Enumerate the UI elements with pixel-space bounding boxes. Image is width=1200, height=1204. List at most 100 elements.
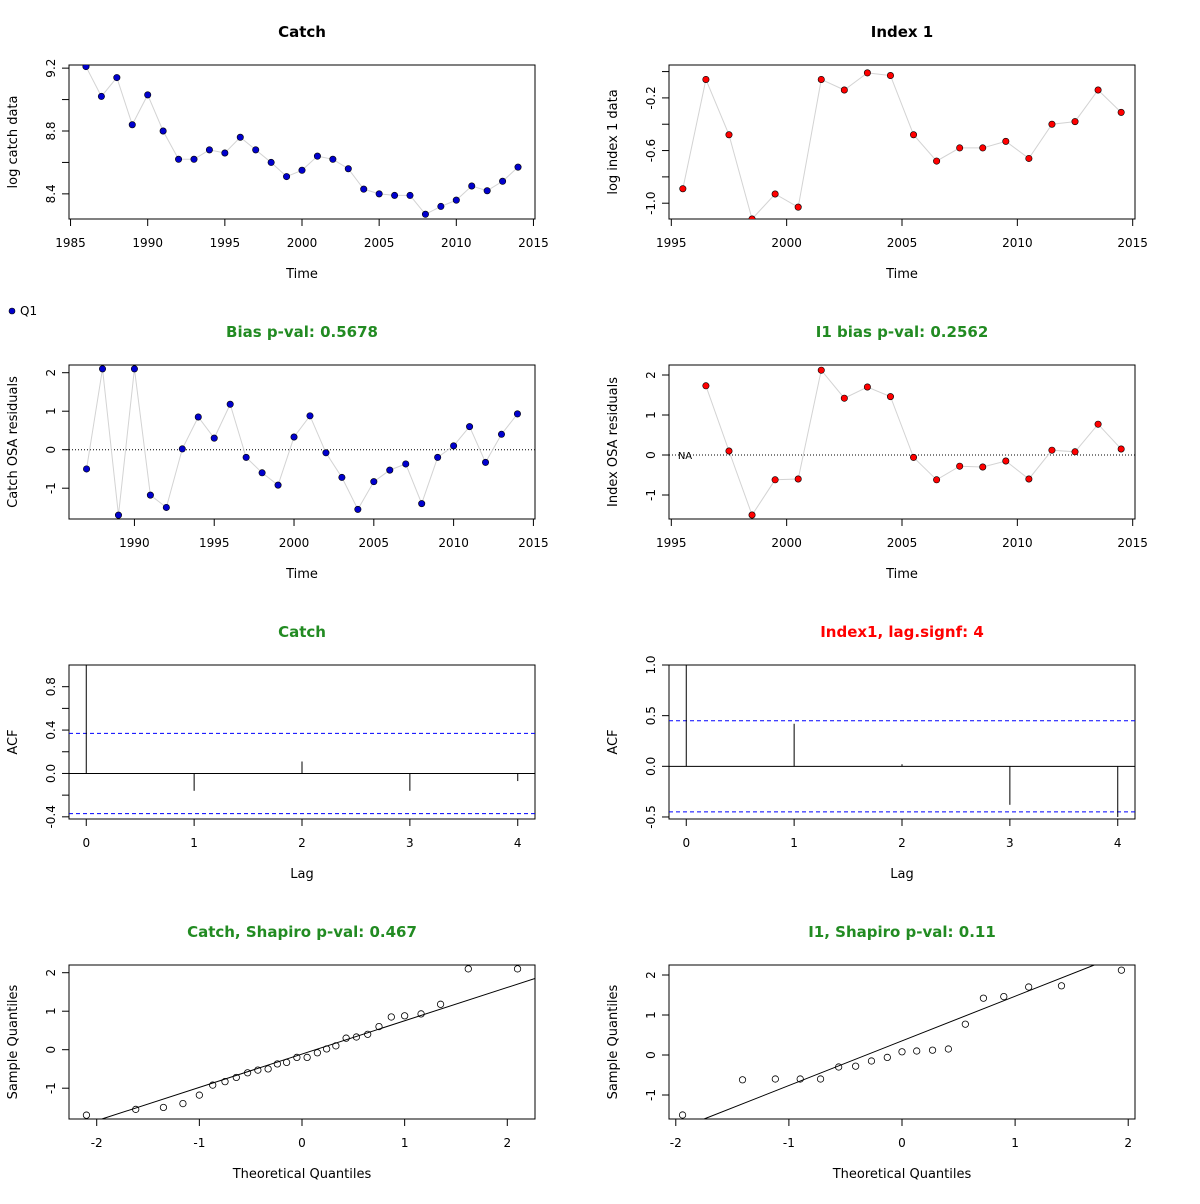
catch-resid-title: Bias p-val: 0.5678 — [226, 323, 378, 341]
catch-series-panel: Catch 1985 1990 1995 2000 2005 2010 2015 8.4 8.8 9… — [6, 23, 549, 282]
index-series-point — [748, 215, 756, 219]
catch-series-xtick-label: 1995 — [210, 236, 241, 250]
catch-qq-xtick-label: -1 — [193, 1136, 205, 1150]
catch-resid-point — [402, 460, 410, 468]
catch-acf-xtick-label: 2 — [298, 836, 306, 850]
index-series-plot-box — [668, 64, 1136, 220]
catch-resid-ytick-label: 2 — [44, 369, 58, 377]
catch-qq-xtick-label: 1 — [401, 1136, 409, 1150]
index-qq-ytick-label: 1 — [644, 1011, 658, 1019]
catch-acf-panel: Catch 0 1 2 3 4 -0.4 0.0 0.4 0.8 Lag ACF — [6, 623, 536, 882]
catch-series-xtick-label: 2000 — [287, 236, 318, 250]
catch-series-xtick-label: 1985 — [55, 236, 86, 250]
index-series-point — [771, 190, 779, 198]
catch-qq-point — [209, 1081, 217, 1089]
catch-qq-panel: Catch, Shapiro p-val: 0.467 -2 -1 0 1 2 -1 0 1 2 T… — [6, 923, 536, 1182]
catch-qq-point — [401, 1012, 409, 1020]
catch-series-point — [113, 74, 121, 82]
index-qq-point — [913, 1047, 921, 1055]
catch-qq-ytick-label: 0 — [44, 1046, 58, 1054]
catch-series-xtick-label: 2005 — [364, 236, 395, 250]
catch-qq-point — [342, 1034, 350, 1042]
catch-series-point — [283, 173, 291, 181]
catch-series-xtick-label: 1990 — [132, 236, 163, 250]
index-resid-plot-area — [669, 366, 1135, 519]
catch-qq-title: Catch, Shapiro p-val: 0.467 — [187, 923, 417, 941]
catch-series-point — [82, 65, 90, 71]
catch-resid-point — [434, 453, 442, 461]
catch-resid-point — [322, 449, 330, 457]
index-qq-xtick-label: -2 — [670, 1136, 682, 1150]
index-resid-point — [840, 394, 848, 402]
catch-series-title: Catch — [278, 23, 326, 41]
index-qq-panel: I1, Shapiro p-val: 0.11 -2 -1 0 1 2 -1 0 1 2 Theor… — [606, 923, 1136, 1182]
index-resid-point — [1048, 446, 1056, 454]
index-resid-point — [725, 447, 733, 455]
catch-series-point — [97, 92, 105, 100]
catch-resid-point — [258, 469, 266, 477]
index-acf-title: Index1, lag.signf: 4 — [820, 623, 984, 641]
catch-series-plot-area — [82, 65, 522, 218]
catch-resid-point — [146, 491, 154, 499]
catch-qq-xtick-label: 0 — [298, 1136, 306, 1150]
catch-resid-point — [162, 503, 170, 511]
index-series-point — [910, 131, 918, 139]
index-resid-point — [979, 463, 987, 471]
index-series-point — [1025, 154, 1033, 162]
catch-qq-point — [417, 1010, 425, 1018]
index-acf-xlabel: Lag — [890, 867, 913, 882]
index-resid-na-label: NA — [678, 451, 692, 462]
catch-qq-point — [303, 1053, 311, 1062]
index-qq-xtick-label: 1 — [1011, 1136, 1019, 1150]
index-series-panel: Index 1 1995 2000 2005 2010 2015 -1.0 -0.6 -0.2 T… — [606, 23, 1148, 282]
catch-qq-xlabel: Theoretical Quantiles — [232, 1167, 372, 1182]
index-series-point — [840, 86, 848, 94]
catch-qq-point — [352, 1033, 361, 1041]
catch-qq-point — [364, 1030, 372, 1038]
index-resid-ylabel: Index OSA residuals — [606, 377, 621, 507]
catch-series-ytick-label: 9.2 — [44, 59, 58, 78]
catch-qq-point — [221, 1078, 229, 1086]
catch-acf-xtick-label: 4 — [514, 836, 522, 850]
index-series-xtick-label: 1995 — [656, 236, 687, 250]
catch-series-point — [514, 163, 522, 171]
index-qq-plot-box — [668, 964, 1136, 1120]
index-series-point — [1048, 120, 1056, 128]
index-series-point — [1071, 118, 1079, 126]
catch-resid-point — [178, 445, 186, 453]
index-resid-ytick-label: -1 — [644, 489, 658, 501]
catch-acf-xlabel: Lag — [290, 867, 313, 882]
index-resid-point — [794, 475, 802, 483]
catch-resid-point — [386, 466, 394, 474]
catch-resid-xtick-label: 2015 — [518, 536, 549, 550]
index-series-point — [863, 69, 871, 77]
catch-qq-point — [243, 1069, 252, 1077]
index-series-ytick-label: -0.2 — [644, 86, 658, 109]
index-qq-point — [961, 1020, 969, 1028]
catch-series-point — [452, 196, 460, 204]
catch-acf-plot-area — [69, 665, 535, 815]
catch-resid-plot-area — [69, 365, 535, 519]
index-resid-point — [817, 366, 825, 374]
catch-series-point — [205, 146, 213, 154]
catch-series-point — [329, 155, 337, 163]
catch-series-point — [236, 133, 244, 141]
index-resid-point — [1025, 475, 1033, 483]
catch-qq-plot-box — [68, 964, 536, 1120]
catch-acf-ytick-label: 0.0 — [44, 764, 58, 783]
index-qq-point — [1057, 982, 1066, 990]
catch-qq-ytick-label: -1 — [44, 1082, 58, 1094]
index-resid-xtick-label: 2005 — [887, 536, 918, 550]
index-series-xtick-label: 2015 — [1117, 236, 1148, 250]
catch-resid-xtick-label: 1995 — [199, 536, 230, 550]
catch-resid-point — [226, 400, 234, 408]
index-qq-point — [928, 1046, 937, 1054]
catch-resid-xtick-label: 2005 — [359, 536, 390, 550]
index-series-title: Index 1 — [871, 23, 934, 41]
catch-qq-point — [82, 1111, 91, 1119]
catch-resid-point — [354, 505, 362, 513]
catch-series-point — [252, 146, 260, 154]
index-series-ytick-label: -1.0 — [644, 191, 658, 214]
